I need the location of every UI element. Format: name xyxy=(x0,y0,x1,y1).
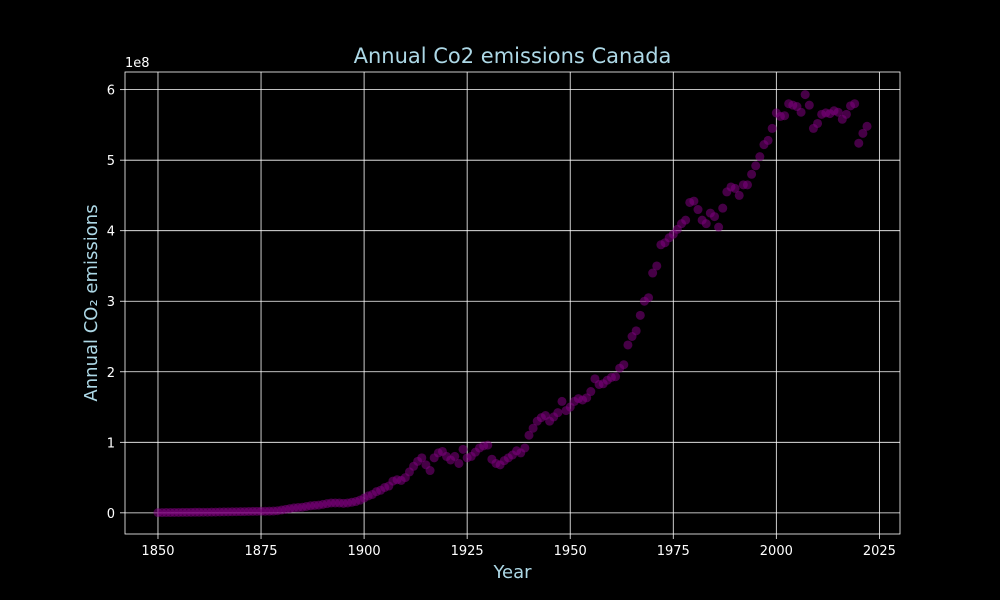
data-point xyxy=(623,340,633,350)
data-point xyxy=(796,107,806,117)
data-point xyxy=(557,396,567,406)
data-point xyxy=(767,123,777,133)
plot-area-frame xyxy=(124,71,901,535)
data-point xyxy=(730,183,740,193)
x-tick-label: 1975 xyxy=(657,544,690,559)
y-tick-label: 1 xyxy=(107,436,115,451)
data-point xyxy=(693,205,703,215)
y-tick-label: 0 xyxy=(107,507,115,522)
data-point xyxy=(813,118,823,128)
data-point xyxy=(854,138,864,148)
data-point xyxy=(635,310,645,320)
data-point xyxy=(755,152,765,162)
data-point xyxy=(689,196,699,206)
data-point xyxy=(458,444,468,454)
data-point xyxy=(709,212,719,222)
data-point xyxy=(652,261,662,271)
data-point xyxy=(553,408,563,418)
data-point xyxy=(763,135,773,145)
data-point xyxy=(648,268,658,278)
data-point xyxy=(734,190,744,200)
data-point xyxy=(841,109,851,119)
y-tick-label: 2 xyxy=(107,366,115,381)
y-axis-ticks: 0 1 2 3 4 5 6 xyxy=(107,84,125,522)
y-tick-label: 5 xyxy=(107,154,115,169)
data-point xyxy=(425,466,435,476)
data-point xyxy=(611,372,621,382)
x-tick-label: 1950 xyxy=(554,544,587,559)
data-point xyxy=(528,423,538,433)
data-point xyxy=(619,360,629,370)
data-point xyxy=(833,107,843,117)
x-axis-label: Year xyxy=(492,562,532,583)
x-tick-label: 1875 xyxy=(244,544,277,559)
y-tick-label: 6 xyxy=(107,84,115,99)
data-point xyxy=(644,293,654,303)
data-point xyxy=(742,180,752,190)
data-point xyxy=(862,121,872,131)
data-point xyxy=(520,443,530,453)
data-point xyxy=(800,90,810,100)
data-point xyxy=(681,215,691,225)
data-point xyxy=(524,430,534,440)
y-tick-label: 3 xyxy=(107,295,115,310)
data-point xyxy=(850,99,860,109)
data-point xyxy=(858,128,868,138)
data-points xyxy=(153,90,872,518)
y-axis-label: Annual CO₂ emissions xyxy=(81,204,102,401)
data-point xyxy=(586,387,596,397)
data-point xyxy=(714,222,724,232)
data-point xyxy=(701,219,711,229)
y-axis-offset-label: 1e8 xyxy=(125,56,150,71)
data-point xyxy=(417,453,427,463)
x-tick-label: 2000 xyxy=(760,544,793,559)
data-point xyxy=(751,161,761,171)
data-point xyxy=(631,326,641,336)
chart-title: Annual Co2 emissions Canada xyxy=(354,44,672,68)
data-point xyxy=(454,458,464,468)
data-point xyxy=(483,440,493,450)
data-point xyxy=(780,111,790,121)
x-tick-label: 1925 xyxy=(451,544,484,559)
x-axis-ticks: 1850 1875 1900 1925 1950 1975 2000 2025 xyxy=(141,534,896,559)
data-point xyxy=(582,393,592,403)
x-tick-label: 1900 xyxy=(348,544,381,559)
data-point xyxy=(450,451,460,461)
x-tick-label: 1850 xyxy=(141,544,174,559)
data-point xyxy=(718,203,728,213)
x-tick-label: 2025 xyxy=(863,544,896,559)
data-point xyxy=(747,169,757,179)
y-tick-label: 4 xyxy=(107,225,115,240)
data-point xyxy=(804,100,814,110)
